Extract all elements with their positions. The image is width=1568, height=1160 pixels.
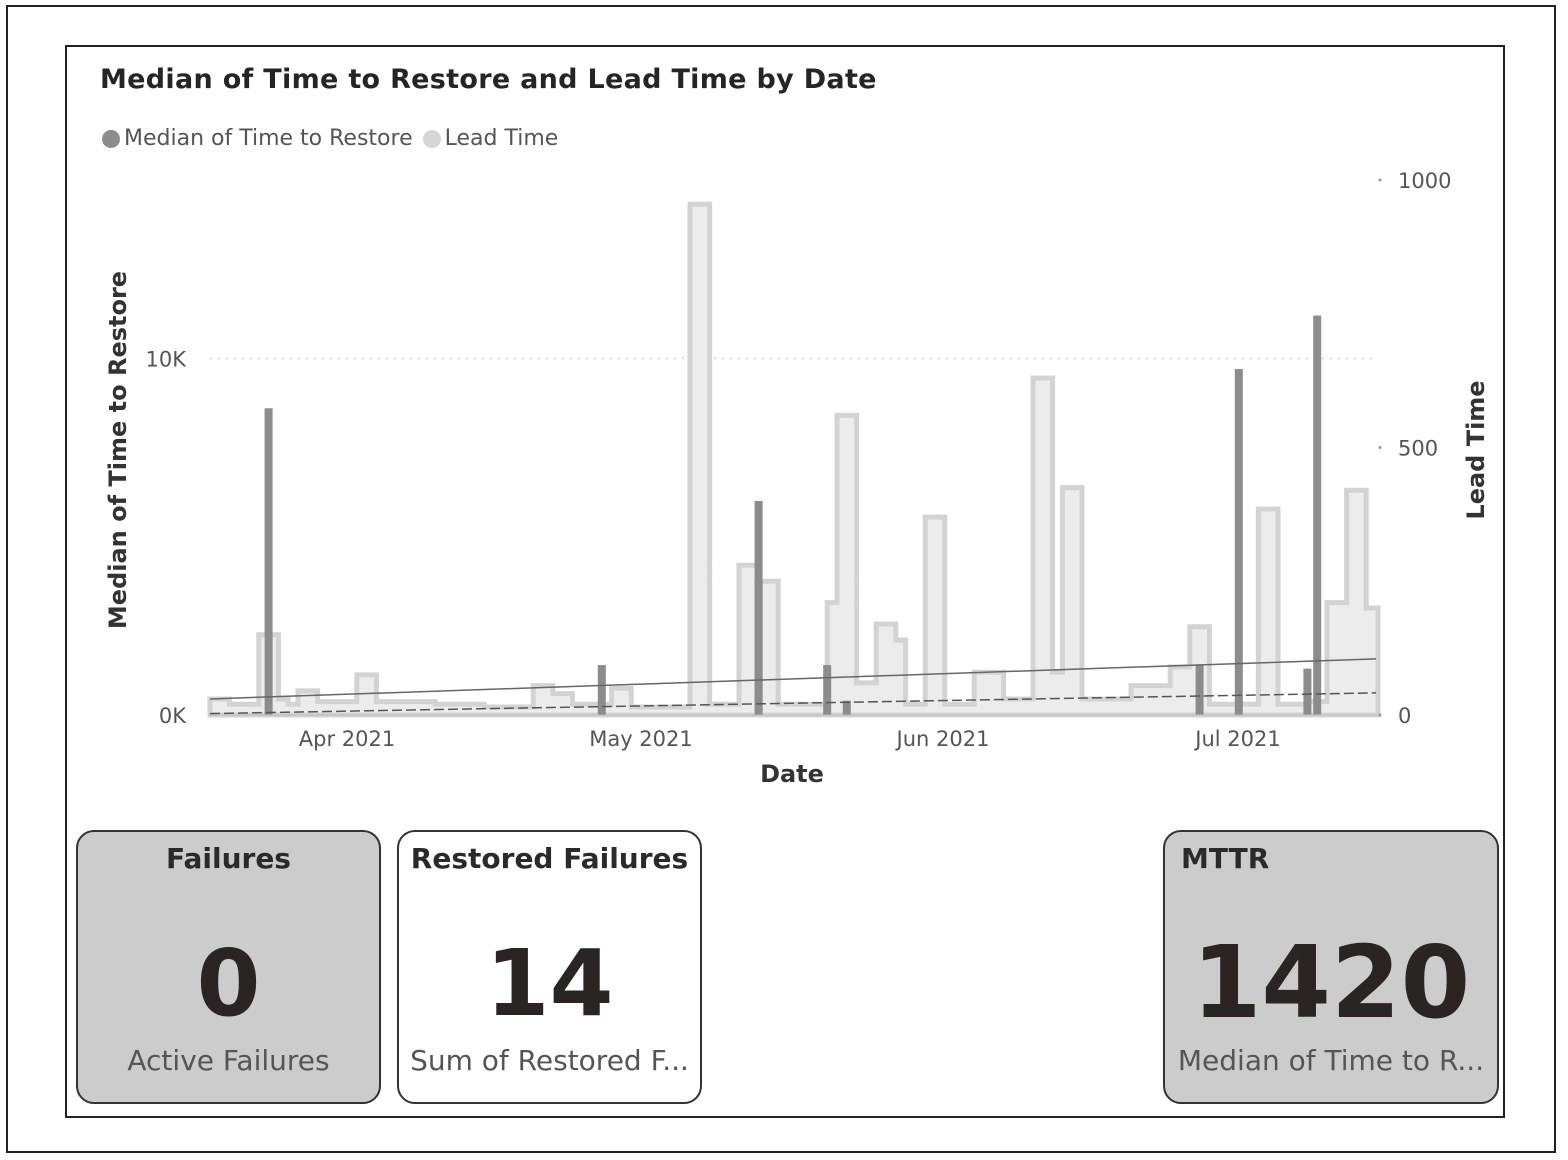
card-label: Active Failures xyxy=(127,1044,330,1077)
time-to-restore-bar xyxy=(1313,315,1322,715)
y-axis-title: Median of Time to Restore xyxy=(104,271,132,629)
y2-tick-label: 0 xyxy=(1398,704,1411,728)
lead-time-area xyxy=(207,201,1381,718)
y-tick-label: 0K xyxy=(159,704,187,728)
legend-label: Lead Time xyxy=(444,126,559,151)
card-value: 14 xyxy=(485,930,614,1037)
legend-dot-icon xyxy=(422,129,441,148)
legend-item-time-to-restore[interactable]: Median of Time to Restore xyxy=(102,126,413,151)
card-title: Failures xyxy=(166,842,291,875)
mttr-card[interactable]: MTTR 1420 Median of Time to R... xyxy=(1163,830,1499,1104)
trend-line xyxy=(209,692,1377,715)
y2-axis-title: Lead Time xyxy=(1462,380,1490,519)
x-tick-label: Jun 2021 xyxy=(895,727,990,751)
time-to-restore-bar xyxy=(1303,668,1312,715)
y2-tick-mark xyxy=(1378,178,1382,182)
card-value: 0 xyxy=(196,930,261,1037)
time-to-restore-bar xyxy=(1195,665,1204,715)
legend-item-lead-time[interactable]: Lead Time xyxy=(422,126,559,151)
time-to-restore-bar xyxy=(597,665,606,715)
trend-line xyxy=(209,658,1377,700)
time-to-restore-bar xyxy=(1234,369,1243,715)
chart-title: Median of Time to Restore and Lead Time … xyxy=(100,64,877,95)
time-to-restore-bar xyxy=(754,579,763,715)
y2-tick-label: 1000 xyxy=(1398,169,1451,193)
restored-failures-card[interactable]: Restored Failures 14 Sum of Restored F..… xyxy=(397,830,702,1104)
legend-label: Median of Time to Restore xyxy=(124,126,413,151)
x-tick-label: Jul 2021 xyxy=(1193,727,1280,751)
time-to-restore-bar xyxy=(842,700,851,715)
outer-frame xyxy=(6,5,1556,1153)
card-title: MTTR xyxy=(1181,842,1270,875)
chart-legend: Median of Time to Restore Lead Time xyxy=(102,126,568,151)
card-label: Sum of Restored F... xyxy=(410,1044,689,1077)
legend-dot-icon xyxy=(102,129,120,148)
card-title: Restored Failures xyxy=(410,842,689,875)
y2-tick-mark xyxy=(1378,713,1382,717)
combo-chart: Apr 2021 May 2021 Jun 2021 Jul 2021 0K 10K 0 50… xyxy=(104,169,1490,788)
x-axis-title: Date xyxy=(760,760,824,788)
failures-card[interactable]: Failures 0 Active Failures xyxy=(76,830,381,1104)
y2-tick-label: 500 xyxy=(1398,437,1438,461)
x-tick-label: May 2021 xyxy=(589,727,693,751)
time-to-restore-bar xyxy=(823,665,832,715)
time-to-restore-bar xyxy=(264,408,273,715)
y-tick-label: 10K xyxy=(146,347,188,371)
card-label: Median of Time to R... xyxy=(1177,1044,1485,1077)
x-tick-label: Apr 2021 xyxy=(299,727,395,751)
y2-tick-mark xyxy=(1378,446,1382,449)
card-value: 1420 xyxy=(1191,924,1471,1041)
